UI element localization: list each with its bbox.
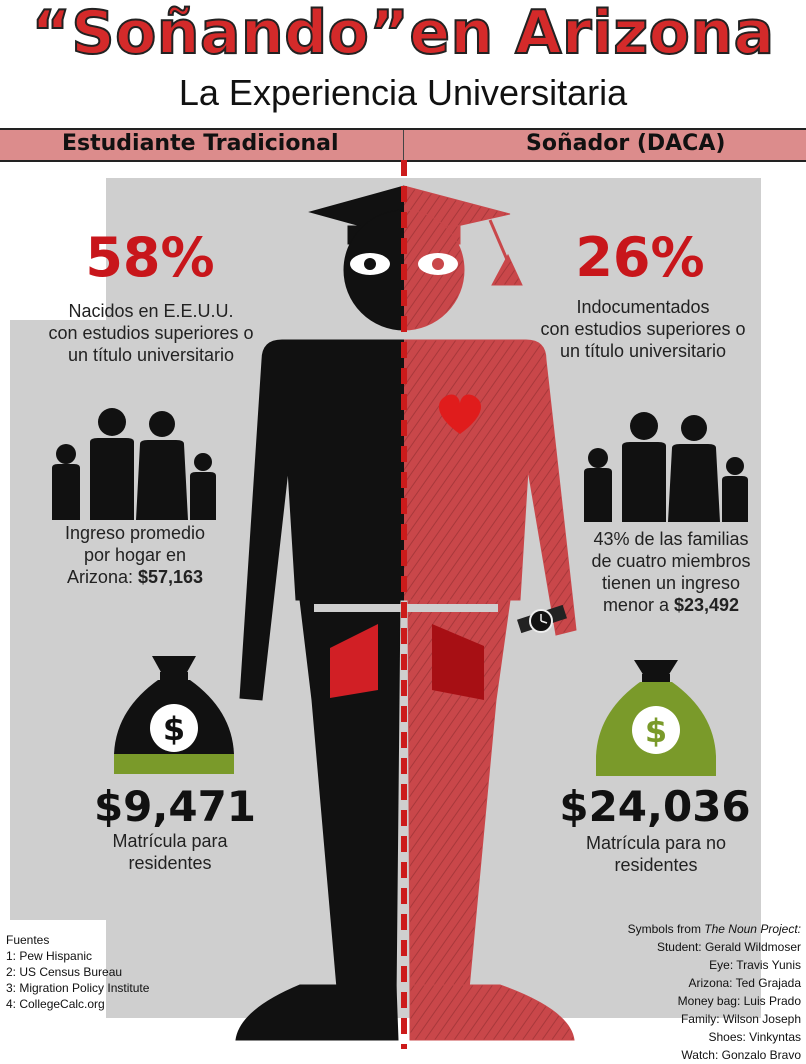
svg-text:$: $ [645,712,667,750]
right-stat-percent: 26% [575,226,705,289]
left-income-text: Ingreso promedio por hogar en Arizona: $… [64,523,206,587]
page-title: “Soñando”en Arizona [30,0,775,68]
right-stat-description: Indocumentados con estudios superiores o… [540,297,746,361]
banner-divider [403,130,404,160]
svg-text:$: $ [163,710,185,748]
money-bag-icon: $ [596,660,716,776]
banner-left-label: Estudiante Tradicional [62,131,339,156]
family-icon [52,408,216,520]
heart-icon [438,394,482,434]
family-icon [584,412,748,522]
left-tuition-text: Matrícula para residentes [112,831,228,873]
left-stat-description: Nacidos en E.E.U.U. con estudios superio… [48,301,254,365]
right-income-value: $23,492 [673,595,740,615]
money-bag-icon: $ [114,656,234,774]
page-subtitle: La Experiencia Universitaria [178,72,628,113]
sources-list: Fuentes 1: Pew Hispanic 2: US Census Bur… [6,933,150,1011]
right-income-text: 43% de las familias de cuatro miembros t… [591,529,751,615]
banner-right-label: Soñador (DACA) [526,131,726,156]
icon-credits: Symbols from The Noun Project: Student: … [627,922,801,1062]
right-tuition-text: Matrícula para no residentes [585,833,727,875]
left-stat-percent: 58% [85,226,215,289]
right-tuition-value: $24,036 [559,782,751,831]
left-income-value: $57,163 [137,567,204,587]
comparison-banner: Estudiante Tradicional Soñador (DACA) [0,128,806,162]
center-divider-line [401,160,407,1049]
eye-icon [350,253,458,275]
watch-icon [517,604,567,634]
left-tuition-value: $9,471 [93,782,257,831]
